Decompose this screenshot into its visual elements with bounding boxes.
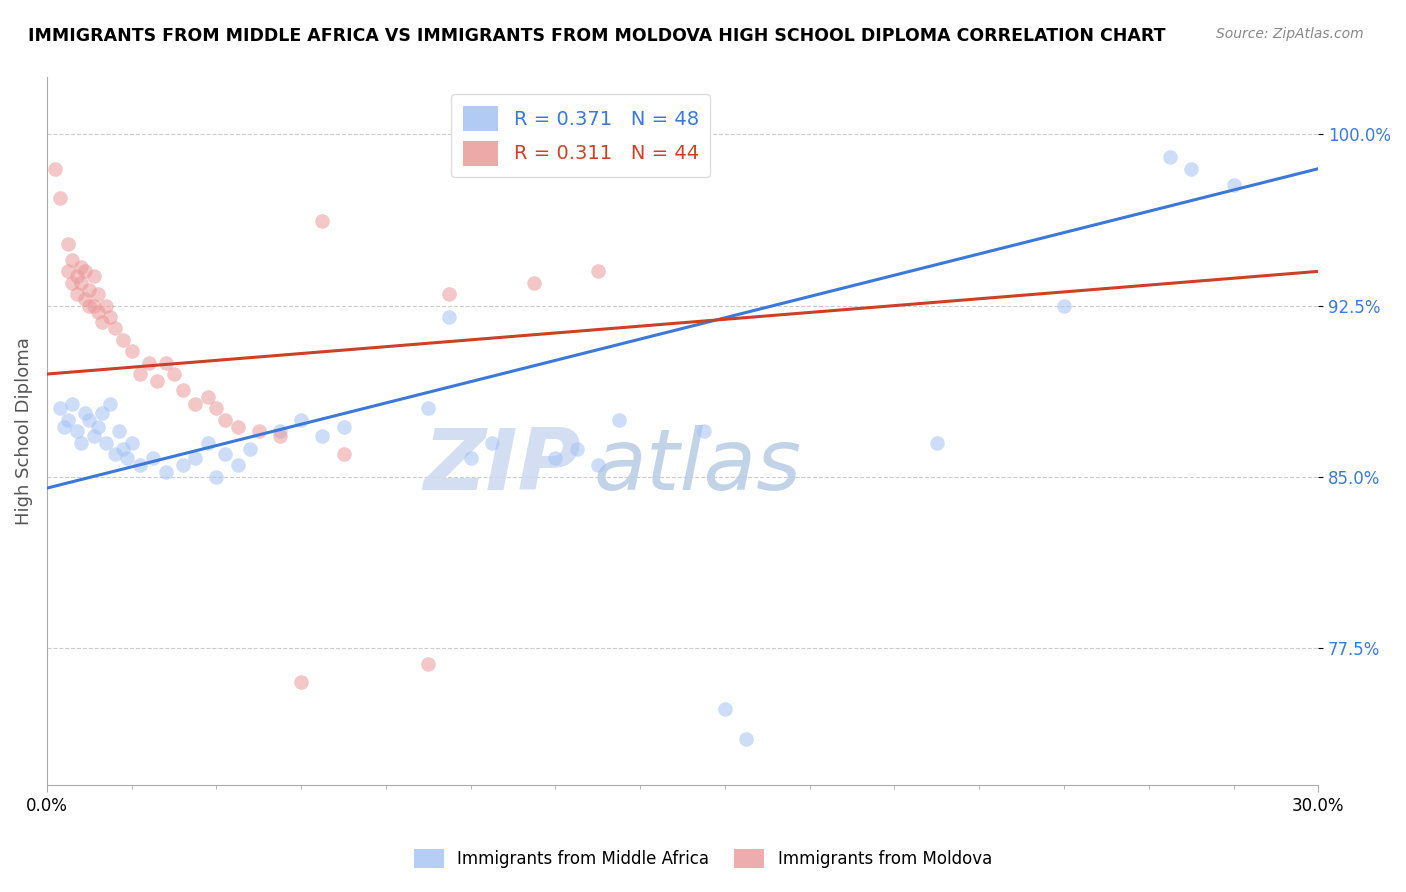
Point [77, 413, 100, 427]
Point [155, 465, 177, 479]
Point [544, 451, 567, 466]
Point [60, 252, 83, 267]
Point [65, 268, 87, 283]
Point [77, 283, 100, 297]
Point [332, 419, 354, 434]
Point [1180, 161, 1202, 176]
Point [1053, 299, 1076, 313]
Point [117, 451, 139, 466]
Point [418, 401, 440, 416]
Point [83, 268, 105, 283]
Point [735, 732, 758, 747]
Point [73, 406, 96, 420]
Legend: R = 0.371   N = 48, R = 0.311   N = 44: R = 0.371 N = 48, R = 0.311 N = 44 [451, 95, 710, 178]
Point [290, 413, 312, 427]
Point [163, 367, 186, 381]
Point [197, 435, 219, 450]
Point [60, 276, 83, 290]
Text: atlas: atlas [593, 425, 801, 508]
Point [1222, 178, 1244, 192]
Point [418, 657, 440, 671]
Point [91, 406, 114, 420]
Point [439, 287, 461, 301]
Point [205, 401, 228, 416]
Point [184, 451, 207, 466]
Point [481, 435, 503, 450]
Point [87, 305, 110, 319]
Point [226, 419, 249, 434]
Y-axis label: High School Diploma: High School Diploma [15, 337, 32, 525]
Point [87, 419, 110, 434]
Point [48, 191, 70, 205]
Point [65, 424, 87, 438]
Point [184, 397, 207, 411]
Point [460, 451, 482, 466]
Point [269, 424, 291, 438]
Point [77, 299, 100, 313]
Point [155, 356, 177, 370]
Point [332, 447, 354, 461]
Point [586, 264, 609, 278]
Point [73, 264, 96, 278]
Point [100, 397, 122, 411]
Point [100, 310, 122, 324]
Point [586, 458, 609, 473]
Text: IMMIGRANTS FROM MIDDLE AFRICA VS IMMIGRANTS FROM MOLDOVA HIGH SCHOOL DIPLOMA COR: IMMIGRANTS FROM MIDDLE AFRICA VS IMMIGRA… [28, 27, 1166, 45]
Point [311, 428, 333, 442]
Point [607, 413, 630, 427]
Point [48, 401, 70, 416]
Point [83, 299, 105, 313]
Point [214, 447, 236, 461]
Point [129, 458, 152, 473]
Point [439, 310, 461, 324]
Point [311, 214, 333, 228]
Point [121, 344, 143, 359]
Point [226, 458, 249, 473]
Point [112, 442, 135, 457]
Point [52, 419, 75, 434]
Point [565, 442, 588, 457]
Text: Source: ZipAtlas.com: Source: ZipAtlas.com [1216, 27, 1364, 41]
Point [247, 424, 270, 438]
Point [91, 315, 114, 329]
Point [83, 428, 105, 442]
Point [693, 424, 716, 438]
Point [69, 435, 91, 450]
Point [523, 276, 546, 290]
Point [56, 264, 79, 278]
Point [129, 367, 152, 381]
Point [214, 413, 236, 427]
Point [44, 161, 66, 176]
Point [56, 413, 79, 427]
Point [87, 287, 110, 301]
Text: ZIP: ZIP [423, 425, 581, 508]
Point [60, 397, 83, 411]
Point [65, 287, 87, 301]
Point [108, 424, 131, 438]
Point [69, 276, 91, 290]
Point [290, 675, 312, 690]
Point [104, 321, 127, 335]
Point [197, 390, 219, 404]
Point [138, 356, 160, 370]
Point [925, 435, 948, 450]
Legend: Immigrants from Middle Africa, Immigrants from Moldova: Immigrants from Middle Africa, Immigrant… [408, 842, 998, 875]
Point [205, 469, 228, 483]
Point [239, 442, 262, 457]
Point [96, 435, 118, 450]
Point [269, 428, 291, 442]
Point [104, 447, 127, 461]
Point [69, 260, 91, 274]
Point [121, 435, 143, 450]
Point [73, 292, 96, 306]
Point [142, 451, 165, 466]
Point [112, 333, 135, 347]
Point [172, 383, 194, 397]
Point [146, 374, 169, 388]
Point [1159, 150, 1181, 164]
Point [714, 702, 737, 716]
Point [172, 458, 194, 473]
Point [56, 237, 79, 252]
Point [96, 299, 118, 313]
